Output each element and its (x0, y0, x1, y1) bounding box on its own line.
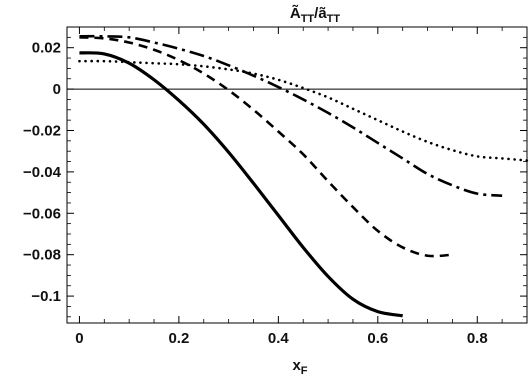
x-tick-label: 0.2 (168, 330, 189, 347)
title-separator: /ã (314, 5, 327, 22)
y-tick-label: −0.02 (23, 122, 61, 139)
x-axis-label-main: x (292, 357, 301, 374)
plot-frame (66, 26, 528, 324)
data-series (78, 34, 529, 318)
x-tick-label: 0.6 (367, 330, 388, 347)
title-separator-subscript: TT (327, 13, 341, 25)
x-axis-label-subscript: F (301, 365, 308, 377)
series-line-solid (79, 51, 403, 318)
y-tick-label: −0.08 (23, 247, 61, 264)
x-tick-label: 0 (75, 330, 83, 347)
x-tick-label: 0.4 (268, 330, 290, 347)
x-tick-label: 0.8 (467, 330, 488, 347)
y-tick-label: −0.1 (31, 288, 61, 305)
title-main-subscript: TT (301, 13, 315, 25)
y-tick-label: −0.06 (23, 205, 61, 222)
series-line-dashed (79, 36, 453, 258)
y-tick-label: 0.02 (32, 40, 61, 57)
series-line-dash-dot (79, 34, 503, 197)
series-line-dotted (78, 59, 529, 162)
axis-ticks (67, 27, 528, 323)
plot-frame-rect (66, 26, 528, 324)
x-axis-label: xF (292, 357, 307, 377)
chart-title: ÃTT/ãTT (290, 4, 341, 25)
y-tick-label: 0 (53, 81, 61, 98)
x-axis-label-text: xF (292, 357, 307, 377)
axis-tick-labels: 0 0.2 0.4 0.6 0.8 0.02 0 −0.02 −0.04 −0.06 −0.08 −0… (23, 40, 488, 347)
chart-title-text: ÃTT/ãTT (290, 4, 341, 25)
title-main: Ã (290, 4, 301, 22)
y-tick-label: −0.04 (23, 164, 62, 181)
